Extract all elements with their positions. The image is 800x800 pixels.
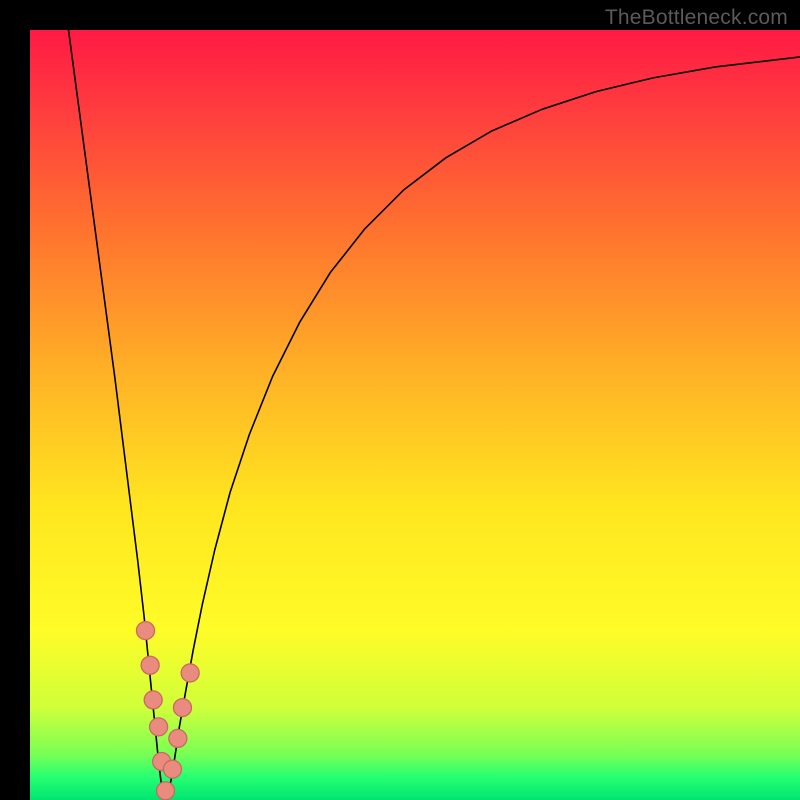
data-marker [157,782,175,800]
data-marker [173,699,191,717]
chart-frame: TheBottleneck.com [0,0,800,800]
data-marker [144,691,162,709]
plot-area [30,30,800,800]
data-marker [169,729,187,747]
bottleneck-curve-chart [30,30,800,800]
data-marker [150,718,168,736]
chart-background [30,30,800,800]
watermark-text: TheBottleneck.com [605,6,788,30]
data-marker [181,664,199,682]
data-marker [141,656,159,674]
data-marker [137,622,155,640]
data-marker [163,760,181,778]
